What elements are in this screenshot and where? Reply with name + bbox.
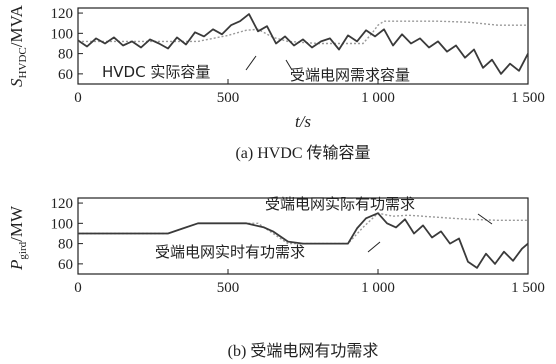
x-tick-label: 500: [217, 90, 240, 106]
x-tick-label: 500: [217, 280, 240, 296]
leader-demand-capacity: [285, 59, 293, 71]
y-tick-label: 100: [51, 26, 74, 42]
y-axis-label-a: SHVDC/MVA: [7, 4, 29, 87]
annotation-actual-active-demand: 受端电网实际有功需求: [265, 195, 415, 213]
x-tick-label: 1 000: [361, 280, 395, 296]
y-tick-label: 80: [58, 237, 73, 253]
panel-b: 60 80 100 120 0 500 1 000 1 500 Pgird/MW 受端电网实…: [7, 195, 545, 360]
x-axis-label-a: t/s: [295, 112, 311, 131]
x-tick-label: 0: [74, 90, 82, 106]
y-tick-label: 60: [58, 257, 73, 273]
y-tick-label: 60: [58, 67, 73, 83]
annotation-realtime-active-demand: 受端电网实时有功需求: [155, 243, 305, 261]
annotation-actual-capacity: HVDC 实际容量: [102, 63, 210, 81]
y-tick-label: 120: [51, 6, 74, 22]
y-tick-label: 100: [51, 216, 74, 232]
y-tick-label: 120: [51, 196, 74, 212]
plot-frame-b: [77, 197, 529, 275]
series-line-demand: [78, 212, 528, 245]
leader-actual-capacity: [245, 55, 257, 71]
y-axis-label-b: Pgird/MW: [7, 205, 29, 271]
y-label-sub-a: HVDC: [17, 47, 29, 78]
caption-a: (a) HVDC 传输容量: [235, 144, 370, 162]
y-label-unit-a: /MVA: [7, 4, 26, 47]
y-label-unit-b: /MW: [7, 205, 26, 242]
y-axis-b: 60 80 100 120: [51, 196, 83, 273]
series-line-actual: [77, 13, 529, 75]
caption-b: (b) 受端电网有功需求: [228, 342, 379, 360]
series-group-b: [78, 212, 529, 269]
plot-frame-a: [77, 7, 529, 85]
y-label-sub-b: gird: [17, 241, 29, 259]
y-label-main-b: P: [7, 260, 26, 271]
series-group-a: [77, 13, 529, 75]
annotation-demand-capacity: 受端电网需求容量: [290, 66, 410, 84]
leader-realtime-active-demand: [367, 241, 381, 253]
series-line-actual: [78, 212, 529, 269]
y-axis-a: 60 80 100 120: [51, 6, 83, 83]
x-tick-label: 1 500: [511, 280, 545, 296]
y-tick-label: 80: [58, 47, 73, 63]
x-axis-a: 0 500 1 000 1 500: [74, 79, 545, 106]
x-tick-label: 1 500: [511, 90, 545, 106]
y-label-main-a: S: [7, 78, 26, 87]
leader-actual-active-demand: [477, 213, 493, 225]
x-tick-label: 0: [74, 280, 82, 296]
x-tick-label: 1 000: [361, 90, 395, 106]
x-axis-b: 0 500 1 000 1 500: [74, 269, 545, 296]
